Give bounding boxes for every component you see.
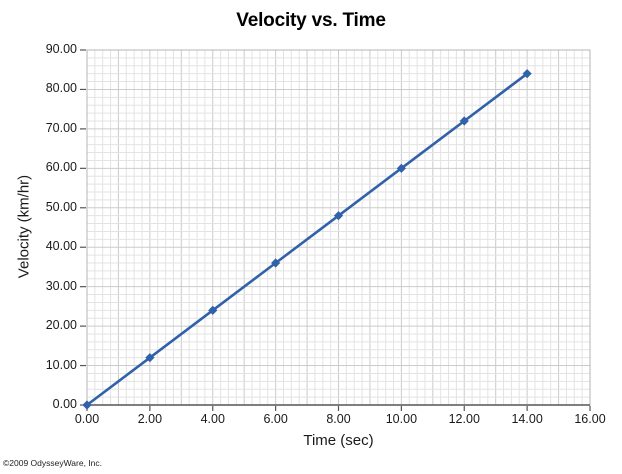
- data-point-marker: [208, 305, 218, 315]
- x-tick-label: 2.00: [137, 412, 163, 426]
- x-tick-label: 10.00: [385, 412, 418, 426]
- y-tick-label: 0.00: [52, 397, 77, 411]
- x-tick-label: 12.00: [448, 412, 480, 426]
- data-point-marker: [459, 116, 469, 126]
- data-point-marker: [271, 258, 281, 268]
- series-line: [85, 72, 529, 407]
- y-tick-label: 40.00: [45, 239, 77, 254]
- data-point-marker: [396, 163, 406, 173]
- y-tick-label: 10.00: [45, 357, 77, 372]
- y-tick-label: 70.00: [45, 120, 77, 135]
- x-axis-title: Time (sec): [303, 432, 374, 449]
- data-point-marker: [522, 69, 532, 79]
- y-tick-label: 30.00: [45, 278, 77, 293]
- x-tick-label: 6.00: [263, 412, 288, 426]
- x-tick-label: 16.00: [574, 412, 606, 426]
- y-tick-label: 90.00: [45, 42, 77, 56]
- chart-title: Velocity vs. Time: [236, 10, 386, 31]
- y-tick-label: 20.00: [45, 318, 77, 333]
- data-point-marker: [145, 353, 155, 363]
- x-tick-label: 8.00: [326, 412, 351, 426]
- y-axis-title: Velocity (km/hr): [15, 174, 33, 279]
- y-tick-label: 50.00: [45, 199, 77, 214]
- copyright-text: ©2009 OdysseyWare, Inc.: [3, 458, 103, 468]
- data-point-marker: [333, 211, 344, 221]
- y-tick-label: 60.00: [45, 160, 77, 175]
- x-tick-label: 14.00: [511, 412, 543, 426]
- x-tick-label: 0.00: [74, 412, 100, 426]
- x-tick-label: 4.00: [200, 412, 225, 426]
- data-point-marker: [82, 400, 92, 410]
- y-tick-label: 80.00: [45, 81, 77, 96]
